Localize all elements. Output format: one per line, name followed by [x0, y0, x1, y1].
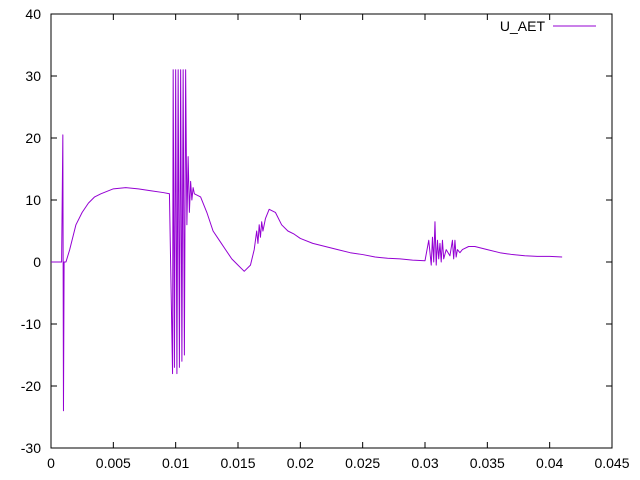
y-tick-label: -30 — [21, 440, 41, 456]
y-tick-label: 10 — [25, 192, 41, 208]
x-tick-label: 0.02 — [287, 455, 314, 471]
x-tick-label: 0.045 — [594, 455, 629, 471]
y-axis-ticks: -30 -20 -10 0 10 20 30 40 — [21, 6, 612, 456]
y-tick-label: 0 — [33, 254, 41, 270]
x-tick-label: 0.04 — [536, 455, 563, 471]
series-line-u-aet — [51, 69, 563, 412]
plot-border — [50, 13, 613, 449]
x-tick-label: 0.005 — [96, 455, 131, 471]
x-tick-label: 0.01 — [162, 455, 189, 471]
legend-label: U_AET — [500, 18, 546, 34]
y-tick-label: 30 — [25, 68, 41, 84]
x-axis-ticks: 0 0.005 0.01 0.015 0.02 0.025 0.03 0.035 0.04 0.0… — [47, 14, 630, 471]
x-tick-label: 0.015 — [220, 455, 255, 471]
x-tick-label: 0.025 — [345, 455, 380, 471]
series-group — [51, 69, 563, 412]
x-tick-label: 0 — [47, 455, 55, 471]
x-tick-label: 0.03 — [411, 455, 438, 471]
legend: U_AET — [500, 18, 596, 34]
y-tick-label: -20 — [21, 378, 41, 394]
y-tick-label: 40 — [25, 6, 41, 22]
y-tick-label: 20 — [25, 130, 41, 146]
x-tick-label: 0.035 — [470, 455, 505, 471]
y-tick-label: -10 — [21, 316, 41, 332]
